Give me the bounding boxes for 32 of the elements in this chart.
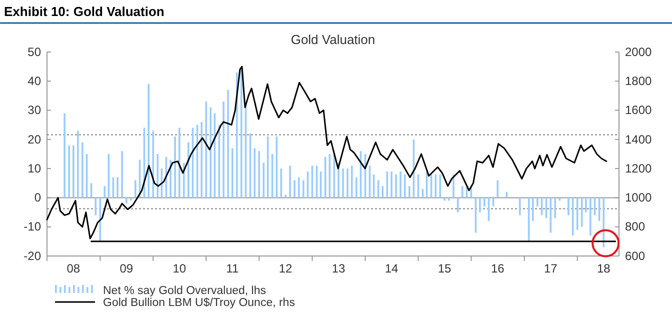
x-tick-label: 18 — [596, 262, 611, 276]
x-tick-label: 16 — [490, 262, 505, 276]
x-tick-label: 11 — [226, 262, 239, 276]
y-tick-label: 0 — [34, 190, 42, 205]
y2-tick-label: 600 — [625, 248, 646, 263]
y2-tick-label: 1800 — [625, 74, 652, 88]
line-series — [46, 66, 608, 240]
y-tick-label: -20 — [24, 248, 42, 263]
x-tick-label: 09 — [120, 262, 134, 276]
x-tick-label: 10 — [172, 262, 186, 276]
x-tick-label: 15 — [438, 262, 452, 276]
x-tick-label: 13 — [332, 262, 346, 276]
y-tick-label: 40 — [28, 74, 42, 88]
x-tick-label: 14 — [384, 262, 398, 276]
chart-title: Exhibit 10: Gold Valuation — [4, 4, 164, 19]
y2-tick-label: 2000 — [625, 44, 652, 59]
y-tick-label: -10 — [24, 220, 42, 234]
y2-tick-label: 1200 — [625, 161, 652, 176]
y-tick-label: 50 — [28, 44, 42, 59]
chart-subtitle: Gold Valuation — [290, 32, 376, 47]
legend-label: Gold Bullion LBM U$/Troy Ounce, rhs — [103, 297, 296, 309]
y-tick-label: 20 — [28, 132, 42, 146]
y2-tick-label: 1000 — [625, 190, 652, 205]
y-tick-label: 10 — [28, 161, 42, 176]
x-tick-label: 08 — [66, 262, 80, 276]
y2-tick-label: 1400 — [625, 132, 652, 146]
x-tick-label: 12 — [278, 262, 293, 276]
y2-tick-label: 800 — [625, 220, 646, 234]
x-tick-label: 17 — [544, 262, 558, 276]
y-tick-label: 30 — [28, 103, 42, 118]
y2-tick-label: 1600 — [625, 103, 652, 118]
legend-label: Net % say Gold Overvalued, lhs — [103, 285, 266, 297]
